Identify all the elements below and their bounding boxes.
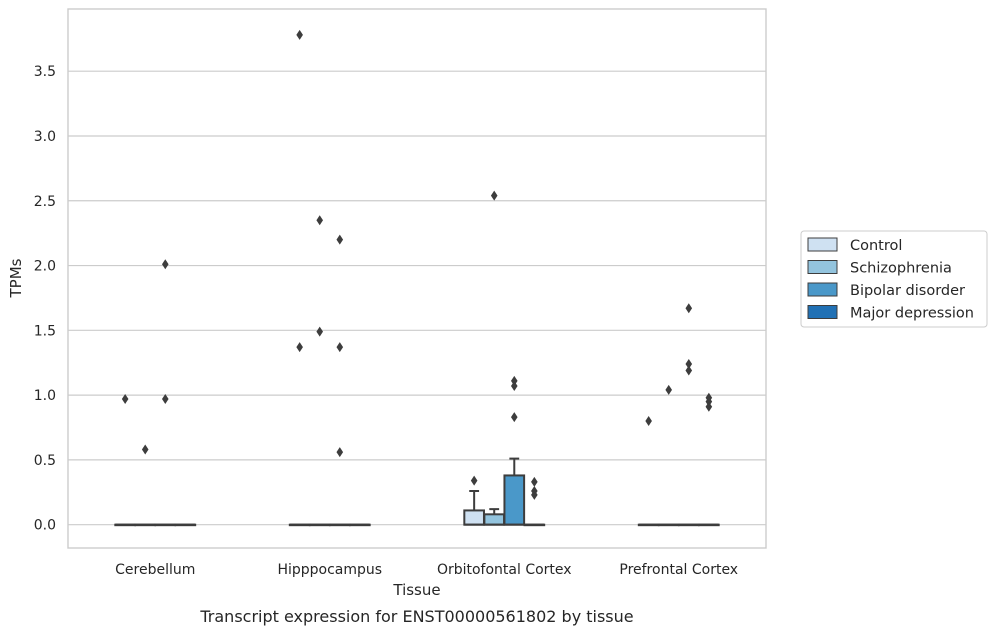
y-tick-label: 0.0: [34, 518, 56, 534]
box: [349, 523, 371, 527]
chart-caption: Transcript expression for ENST0000056180…: [199, 607, 633, 626]
box: [483, 508, 506, 526]
legend-label: Control: [850, 238, 902, 254]
legend-frame: [800, 230, 988, 328]
outlier-point: [531, 489, 538, 500]
outlier-point: [685, 365, 693, 376]
legend-item: Bipolar disorder: [807, 282, 965, 299]
y-tick-label: 1.5: [34, 323, 56, 339]
outlier-point: [705, 401, 713, 412]
outlier-point: [161, 259, 169, 270]
boxes-layer: [114, 457, 720, 527]
legend-swatch: [807, 305, 838, 319]
outlier-point: [316, 215, 324, 226]
box: [328, 523, 351, 527]
box: [154, 523, 177, 527]
box: [174, 523, 197, 527]
x-tick-label: Hipppocampus: [277, 562, 382, 578]
box-body: [503, 474, 526, 526]
outlier-point: [531, 476, 538, 487]
box: [134, 523, 157, 527]
outlier-point: [705, 396, 713, 407]
legend-label: Schizophrenia: [850, 261, 952, 277]
x-tick-label: Cerebellum: [115, 562, 195, 578]
box: [523, 523, 546, 527]
box: [308, 523, 331, 527]
grid-layer: [68, 70, 766, 526]
outlier-point: [121, 393, 129, 404]
y-tick-label: 3.0: [34, 129, 56, 145]
y-tick-label: 2.5: [34, 194, 56, 210]
y-axis: 0.0 0.5 1.0 1.5 2.0 2.5 3.0 3.5: [34, 64, 56, 533]
legend-item: Control: [807, 237, 902, 254]
outliers-layer: [121, 29, 713, 500]
legend-swatch: [807, 237, 838, 252]
y-axis-title: TPMs: [7, 258, 25, 298]
outlier-point: [685, 359, 693, 370]
outlier-point: [296, 342, 303, 353]
box: [463, 489, 485, 526]
outlier-point: [490, 190, 498, 201]
box-body: [483, 513, 506, 526]
x-tick-label: Orbitofontal Cortex: [437, 562, 572, 578]
x-axis-title: Tissue: [392, 581, 440, 599]
outlier-point: [161, 393, 169, 404]
y-tick-label: 0.5: [34, 453, 56, 469]
legend-swatch: [807, 260, 838, 274]
box: [637, 523, 660, 527]
x-axis: Cerebellum Hipppocampus Orbitofontal Corte…: [115, 562, 738, 578]
box-body: [463, 509, 485, 526]
y-tick-label: 3.5: [34, 64, 56, 80]
outlier-point: [665, 384, 673, 395]
outlier-point: [685, 303, 693, 314]
outlier-point: [141, 444, 149, 455]
x-tick-label: Prefrontal Cortex: [619, 562, 738, 578]
box: [288, 523, 311, 527]
legend-swatch: [807, 282, 838, 297]
box: [657, 523, 680, 527]
plot-frame: [67, 8, 767, 549]
box: [677, 523, 700, 527]
outlier-point: [316, 326, 324, 337]
outlier-point: [510, 381, 518, 392]
box: [114, 523, 136, 527]
box: [503, 457, 526, 526]
outlier-point: [336, 342, 344, 353]
legend: Control Schizophrenia Bipolar disorder Majo…: [800, 230, 988, 328]
legend-item: Schizophrenia: [807, 260, 952, 277]
y-tick-label: 1.0: [34, 388, 56, 404]
outlier-point: [645, 416, 652, 427]
outlier-point: [336, 447, 344, 458]
outlier-point: [510, 412, 518, 423]
outlier-point: [510, 375, 518, 386]
outlier-point: [470, 475, 478, 486]
y-tick-label: 2.0: [34, 259, 56, 275]
outlier-point: [336, 234, 344, 245]
legend-label: Bipolar disorder: [850, 283, 965, 299]
legend-label: Major depression: [850, 306, 974, 322]
box: [698, 523, 720, 527]
legend-item: Major depression: [807, 305, 974, 322]
outlier-point: [296, 29, 303, 40]
